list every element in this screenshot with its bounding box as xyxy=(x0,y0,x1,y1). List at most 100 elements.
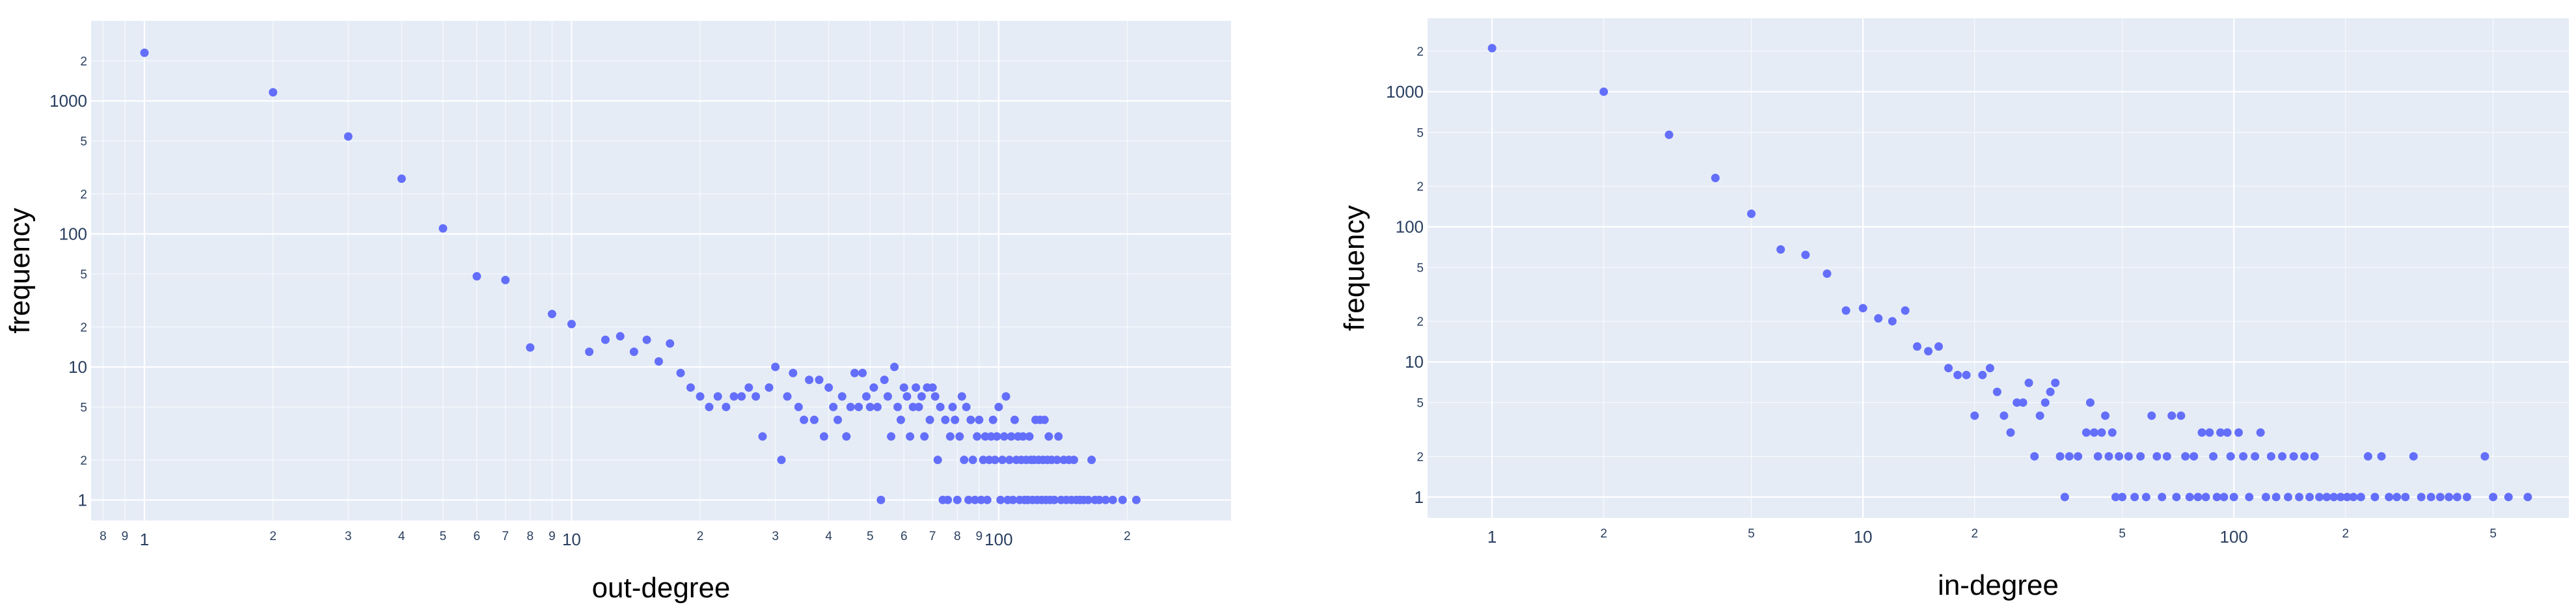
x-tick-label: 2 xyxy=(1124,530,1131,543)
data-point xyxy=(777,455,786,465)
x-tick-label: 5 xyxy=(2489,527,2497,541)
y-tick-label: 5 xyxy=(1417,126,1424,140)
x-tick-label: 5 xyxy=(1748,527,1755,541)
data-point xyxy=(642,335,651,344)
y-tick-label: 10 xyxy=(1405,352,1424,372)
data-point xyxy=(837,392,847,401)
data-point xyxy=(948,402,957,411)
x-tick-label: 2 xyxy=(269,530,277,543)
data-point xyxy=(789,368,798,377)
data-point xyxy=(1044,432,1053,441)
data-point xyxy=(951,415,960,424)
x-axis-title: out-degree xyxy=(592,572,731,604)
data-point xyxy=(269,88,278,97)
data-point xyxy=(2336,493,2345,502)
data-point xyxy=(2013,398,2022,407)
y-tick-label: 1000 xyxy=(49,91,87,111)
x-tick-label: 3 xyxy=(345,530,352,543)
x-tick-label: 2 xyxy=(697,530,704,543)
data-point xyxy=(2040,398,2050,407)
data-point xyxy=(1010,415,1019,424)
data-point xyxy=(2370,493,2379,502)
data-point xyxy=(824,383,834,392)
data-point xyxy=(666,339,675,348)
data-point xyxy=(1101,495,1110,504)
data-point xyxy=(2480,452,2489,461)
data-point xyxy=(973,432,982,441)
data-point xyxy=(1924,347,1933,356)
data-point xyxy=(2074,452,2083,461)
x-tick-labels: 8 9 1 2 3 4 5 6 7 8 9 10 2 3 4 5 6 7 8 9 100 2 xyxy=(100,530,1131,549)
data-point xyxy=(928,383,937,392)
data-point xyxy=(2256,428,2265,437)
data-point xyxy=(2035,411,2044,420)
x-tick-label: 1 xyxy=(1487,527,1497,547)
data-point xyxy=(2018,398,2027,407)
data-point xyxy=(2046,387,2055,396)
data-point xyxy=(2108,428,2117,437)
data-point xyxy=(945,432,955,441)
data-point xyxy=(567,319,576,329)
data-point xyxy=(2055,452,2065,461)
x-tick-label: 6 xyxy=(474,530,481,543)
data-point xyxy=(676,368,685,377)
data-point xyxy=(2030,452,2039,461)
data-point xyxy=(2185,493,2194,502)
data-point xyxy=(955,432,964,441)
data-point xyxy=(846,402,855,411)
data-point xyxy=(2261,493,2270,502)
y-tick-label: 5 xyxy=(80,135,87,149)
data-point xyxy=(2209,452,2218,461)
data-point xyxy=(964,495,973,504)
data-point xyxy=(2152,452,2162,461)
y-tick-label: 2 xyxy=(80,55,87,69)
data-point xyxy=(936,402,945,411)
data-point xyxy=(472,272,481,281)
data-point xyxy=(2426,493,2435,502)
data-point xyxy=(526,343,535,352)
data-point xyxy=(2089,428,2098,437)
data-point xyxy=(2278,452,2287,461)
data-point xyxy=(2097,428,2106,437)
data-point xyxy=(1007,432,1016,441)
data-point xyxy=(2445,493,2454,502)
data-point xyxy=(1087,455,1096,465)
data-point xyxy=(1953,370,1962,379)
y-tick-label: 2 xyxy=(1417,180,1424,194)
data-point xyxy=(883,392,892,401)
data-point xyxy=(397,174,406,183)
y-tick-label: 2 xyxy=(1417,316,1424,329)
data-point xyxy=(902,392,912,401)
data-point xyxy=(912,383,921,392)
data-point xyxy=(2504,493,2513,502)
data-point xyxy=(2093,452,2102,461)
data-point xyxy=(744,383,753,392)
data-point xyxy=(1912,342,1921,351)
data-point xyxy=(439,224,448,233)
data-point xyxy=(2201,493,2210,502)
data-point xyxy=(629,347,638,357)
data-point xyxy=(925,415,934,424)
data-point xyxy=(2104,452,2113,461)
data-point xyxy=(977,495,986,504)
data-point xyxy=(2051,378,2060,387)
data-point xyxy=(686,383,695,392)
data-point xyxy=(2417,493,2426,502)
data-point xyxy=(1962,370,1971,379)
x-tick-label: 10 xyxy=(562,530,581,549)
data-point xyxy=(1025,432,1034,441)
data-point xyxy=(1108,495,1117,504)
y-tick-label: 1 xyxy=(1415,487,1424,507)
x-tick-label: 7 xyxy=(502,530,509,543)
data-point xyxy=(994,402,1003,411)
y-tick-label: 2 xyxy=(80,321,87,334)
y-tick-label: 1000 xyxy=(1386,82,1424,102)
data-point xyxy=(933,455,942,465)
data-point xyxy=(957,392,966,401)
data-point xyxy=(990,455,999,465)
y-tick-label: 2 xyxy=(80,188,87,202)
data-point xyxy=(2300,452,2309,461)
x-tick-label: 100 xyxy=(984,530,1012,549)
data-point xyxy=(1664,130,1674,139)
data-point xyxy=(2176,411,2186,420)
